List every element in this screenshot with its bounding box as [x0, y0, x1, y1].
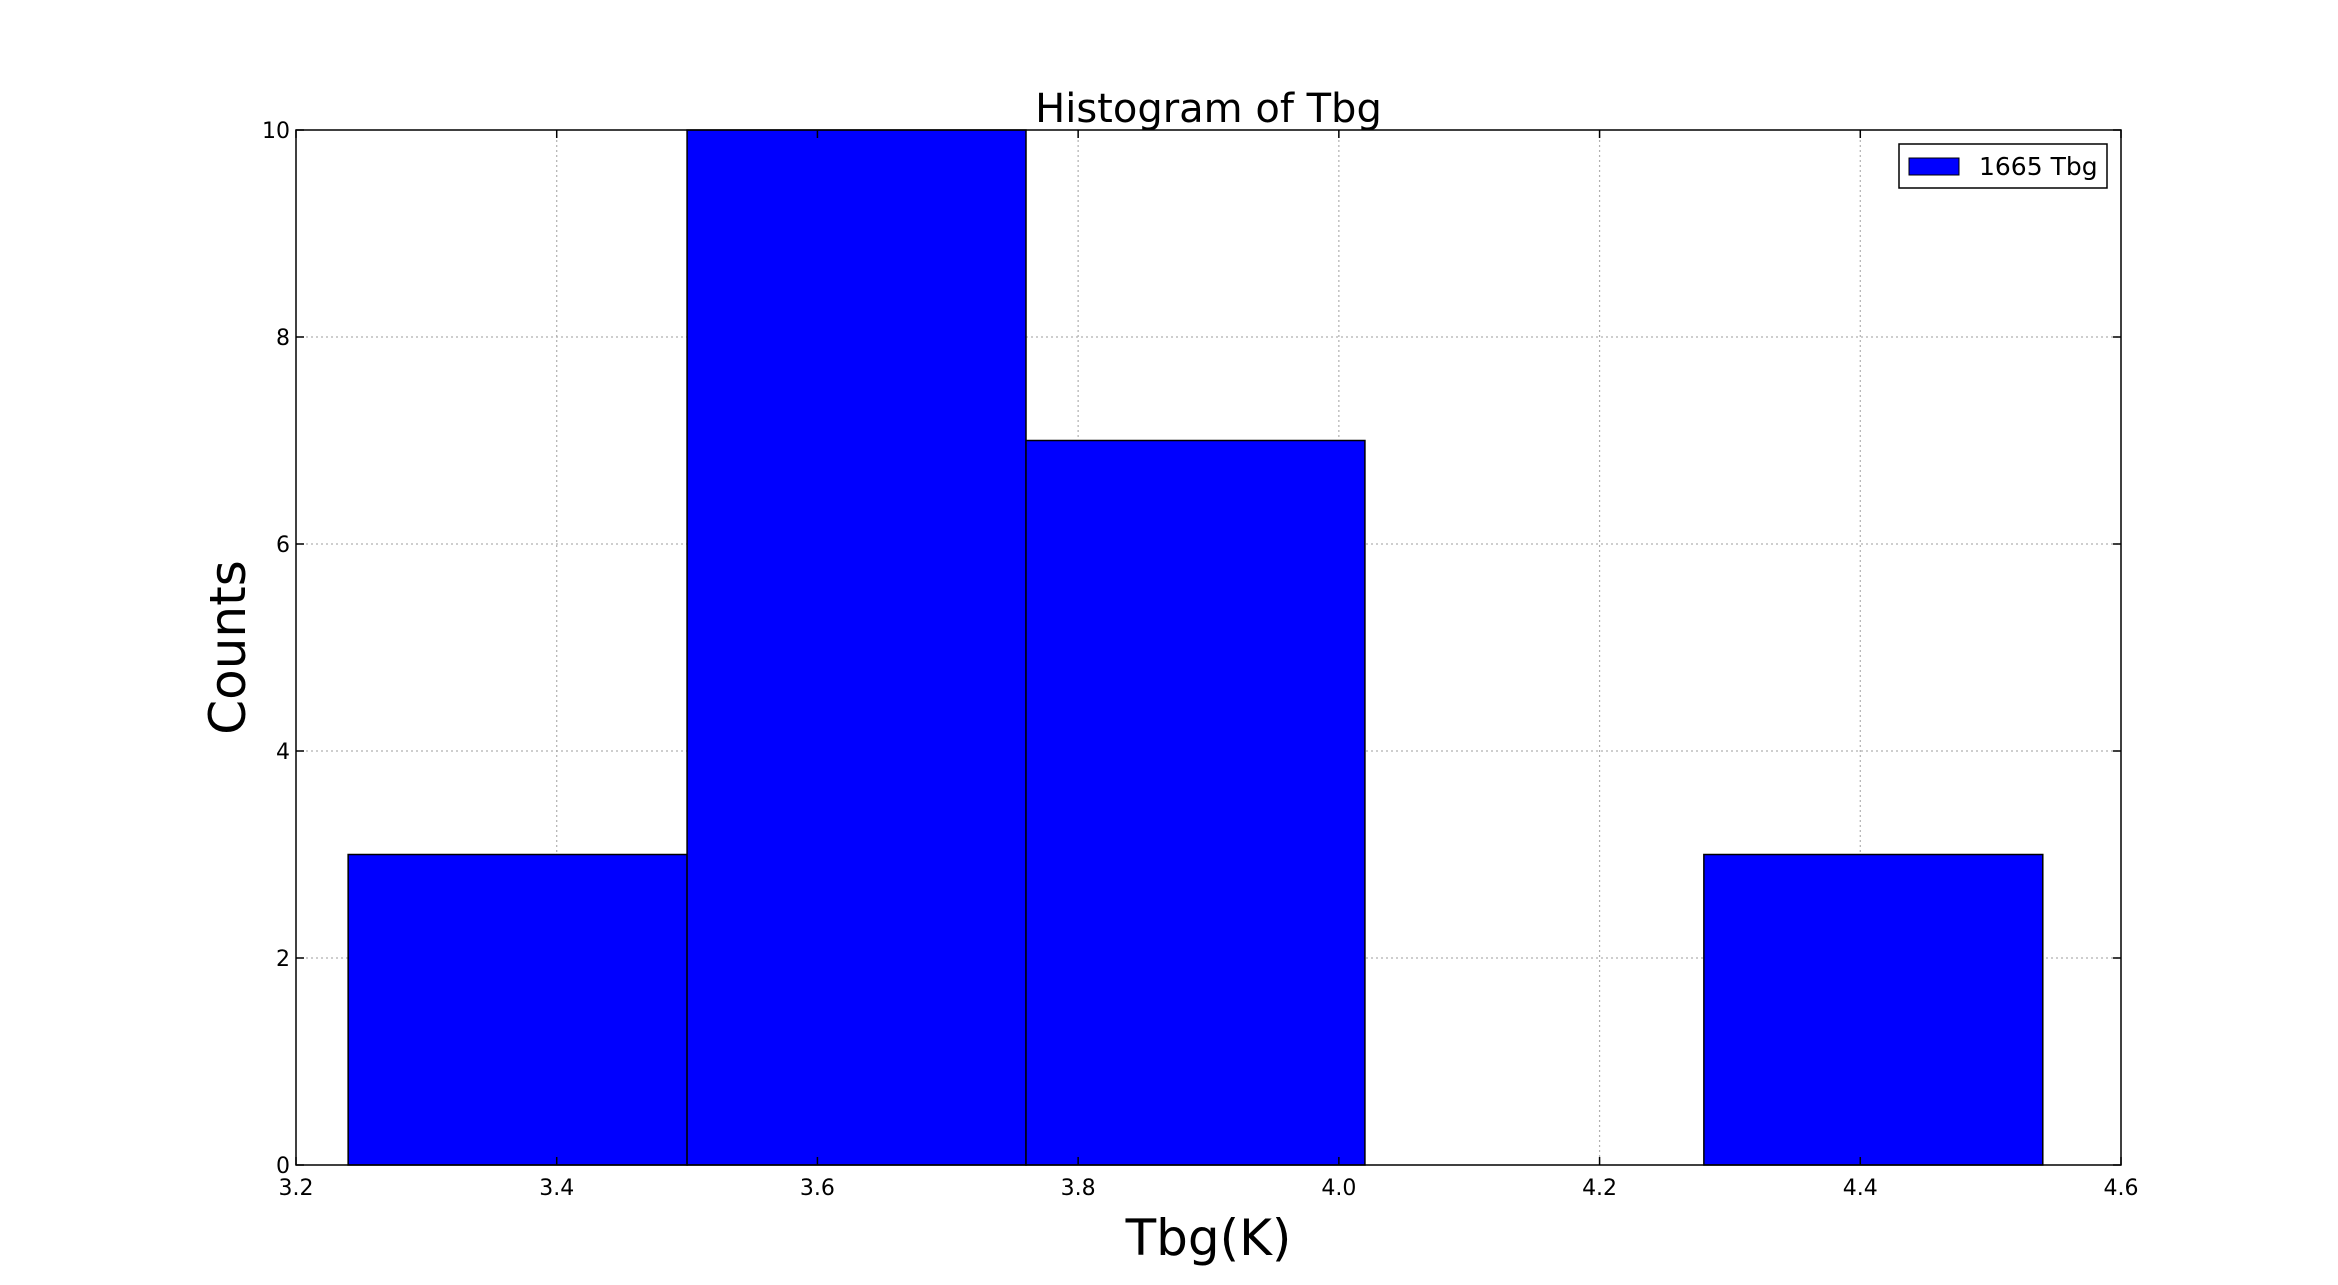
legend-swatch: [1908, 157, 1960, 176]
histogram-bar: [1703, 853, 2044, 1166]
chart-title: Histogram of Tbg: [1035, 86, 1382, 132]
x-tick-label: 3.2: [279, 1176, 314, 1201]
x-tick-label: 3.4: [539, 1176, 574, 1201]
x-tick-label: 4.6: [2104, 1176, 2139, 1201]
y-tick-label: 0: [276, 1154, 290, 1179]
x-tick-label: 3.8: [1061, 1176, 1096, 1201]
histogram-bar: [347, 853, 688, 1166]
x-tick-label: 4.2: [1582, 1176, 1617, 1201]
y-tick-label: 8: [276, 326, 290, 351]
y-tick-labels: 0 2 4 6 8 10: [262, 119, 290, 1179]
x-tick-label: 4.4: [1843, 1176, 1878, 1201]
x-tick-label: 4.0: [1321, 1176, 1356, 1201]
histogram-bar: [686, 129, 1027, 1166]
histogram-bar: [1025, 439, 1366, 1166]
plot-frame: [295, 129, 2122, 1166]
x-tick-label: 3.6: [800, 1176, 835, 1201]
x-tick-labels: 3.2 3.4 3.6 3.8 4.0 4.2 4.4 4.6: [279, 1176, 2139, 1201]
y-tick-label: 4: [276, 740, 290, 765]
y-tick-label: 2: [276, 947, 290, 972]
x-axis-label: Tbg(K): [1125, 1209, 1292, 1267]
legend-label: 1665 Tbg: [1979, 152, 2098, 181]
y-tick-label: 10: [262, 119, 290, 144]
legend: 1665 Tbg: [1898, 143, 2108, 189]
y-tick-label: 6: [276, 533, 290, 558]
histogram-bars: [347, 129, 2044, 1166]
y-axis-label: Counts: [199, 560, 257, 735]
axis-ticks: [295, 129, 2122, 1166]
